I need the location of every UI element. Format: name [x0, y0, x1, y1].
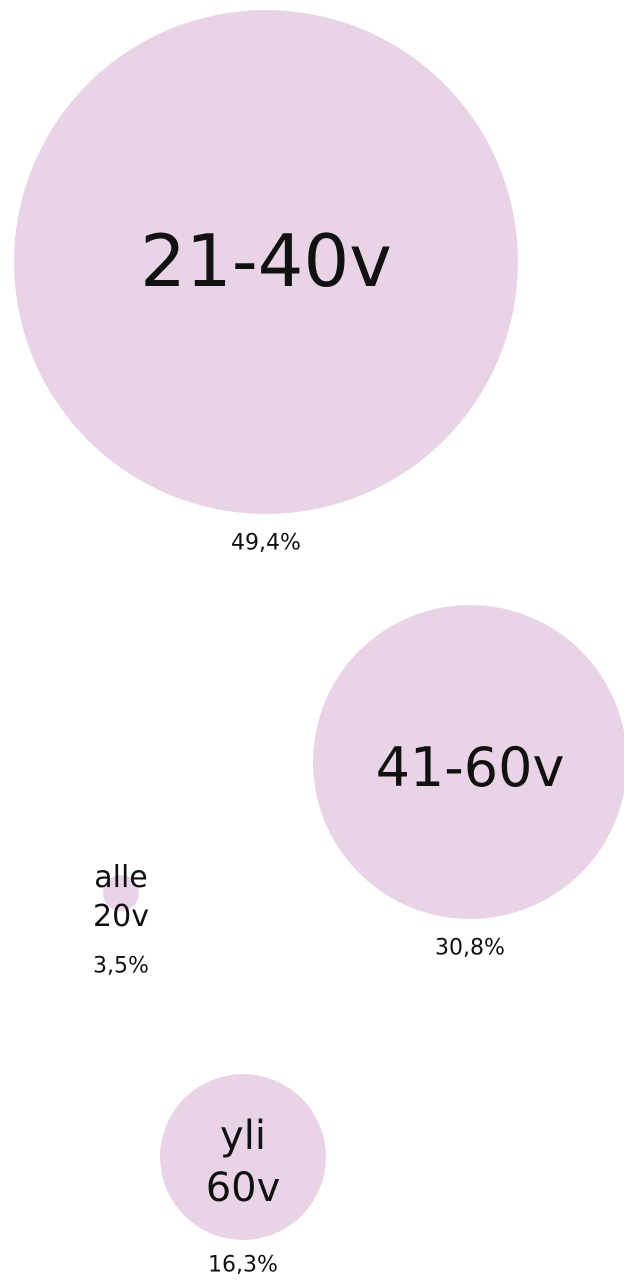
value-label: 3,5% — [93, 953, 149, 979]
bubble-label: alle 20v — [93, 860, 149, 934]
bubble — [312, 604, 624, 920]
bubble — [103, 875, 139, 911]
value-label: 30,8% — [435, 935, 505, 961]
bubble — [159, 1073, 327, 1241]
bubble-label: yli 60v — [205, 1113, 281, 1211]
bubble — [14, 10, 518, 514]
bubble-label: 41-60v — [375, 735, 565, 799]
value-label: 16,3% — [208, 1252, 278, 1278]
value-label: 49,4% — [231, 530, 301, 556]
bubble-label: 21-40v — [140, 219, 392, 304]
